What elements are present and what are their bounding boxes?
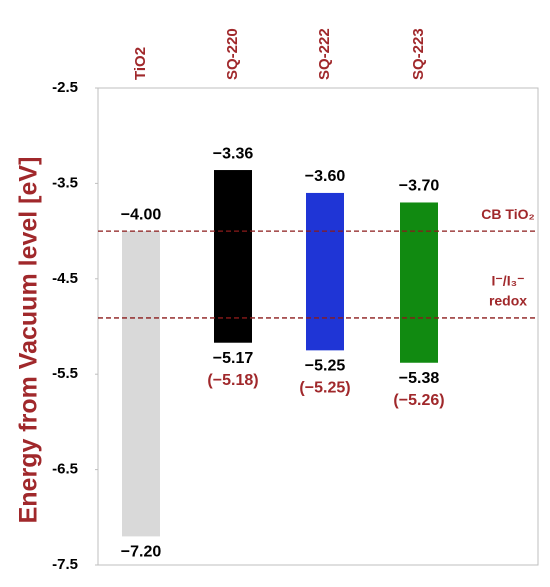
y-tick-label: -6.5	[52, 461, 78, 478]
y-axis-title: Energy from Vacuum level [eV]	[15, 157, 43, 524]
bar	[214, 170, 252, 343]
top-value-label: −3.36	[213, 145, 254, 162]
top-value-label: −4.00	[121, 206, 162, 223]
bottom-value-label: −5.25	[305, 358, 346, 375]
alt-value-label: (−5.18)	[207, 372, 258, 389]
reference-label: I⁻/I₃⁻	[492, 273, 525, 289]
reference-label: redox	[489, 293, 527, 309]
y-tick-label: -3.5	[52, 174, 78, 191]
bottom-value-label: −5.38	[399, 370, 440, 387]
plot-frame	[97, 87, 539, 566]
bar	[306, 192, 344, 351]
category-label: TiO2	[132, 47, 149, 80]
y-tick-label: -5.5	[52, 365, 78, 382]
alt-value-label: (−5.25)	[299, 380, 350, 397]
bottom-value-label: −7.20	[121, 544, 162, 561]
category-label: SQ-222	[316, 28, 333, 80]
bar	[122, 231, 160, 537]
bar	[400, 202, 438, 363]
alt-value-label: (−5.26)	[393, 392, 444, 409]
category-label: SQ-223	[410, 28, 427, 80]
category-label: SQ-220	[224, 28, 241, 80]
top-value-label: −3.70	[399, 178, 440, 195]
top-value-label: −3.60	[305, 168, 346, 185]
reference-label: CB TiO₂	[481, 206, 534, 222]
bottom-value-label: −5.17	[213, 350, 254, 367]
y-tick-label: -7.5	[52, 556, 78, 573]
y-tick-label: -4.5	[52, 270, 78, 287]
y-tick-label: -2.5	[52, 79, 78, 96]
